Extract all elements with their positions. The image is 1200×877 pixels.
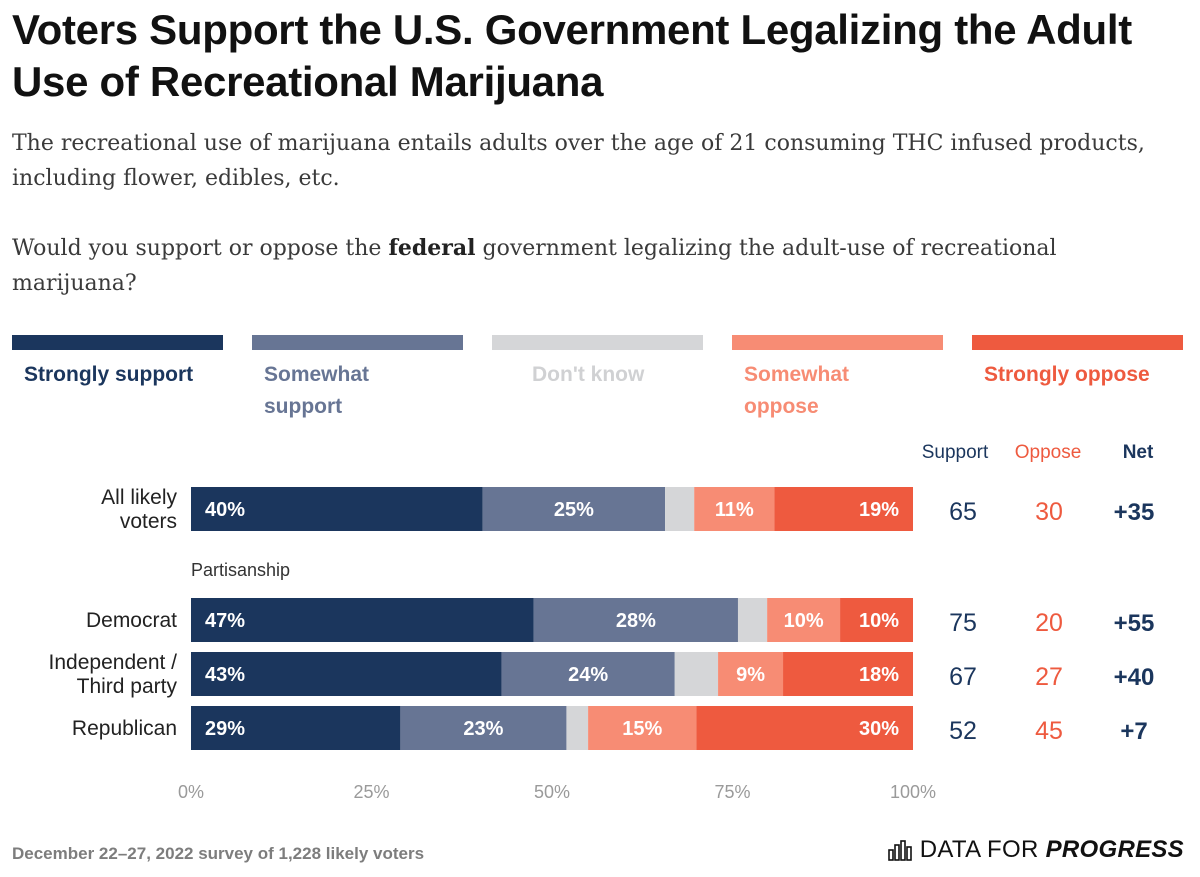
data-label: 40% [205,499,245,521]
brand-prefix: DATA FOR [919,836,1046,863]
x-tick-label: 50% [534,782,570,802]
data-label: 15% [622,718,662,740]
bar-segment [566,706,589,750]
question-text-bold: federal [388,235,476,261]
bar-segment [696,706,913,750]
net-value: +55 [1114,610,1155,637]
legend-label: Strongly oppose [984,363,1150,386]
support-value: 52 [949,717,977,745]
data-label: 29% [205,718,245,740]
legend-swatch [252,335,463,350]
chart-title: Voters Support the U.S. Government Legal… [12,6,1132,105]
data-label: 19% [859,499,899,521]
x-tick-label: 0% [178,782,204,802]
bar-segment [737,598,768,642]
legend-label: Somewhat oppose [744,363,850,418]
legend-swatch [12,335,223,350]
bar-segment [501,652,675,696]
net-value: +7 [1120,718,1147,745]
data-label: 28% [616,610,656,632]
data-label: 43% [205,664,245,686]
category-label: All likely [101,486,177,509]
chart-subtitle: The recreational use of marijuana entail… [12,131,1145,191]
legend-item-somewhat-support: Somewhat support [252,335,463,423]
bar-segment [694,487,775,531]
oppose-value: 45 [1035,717,1063,745]
legend-item-strongly-support: Strongly support [12,335,223,391]
bar-segment [588,706,697,750]
bar-segment [783,652,913,696]
oppose-column-header: Oppose [1014,442,1082,463]
bar-segment [533,598,738,642]
legend-item-dont-know: Don't know [492,335,703,391]
brand-bold: PROGRESS [1045,836,1184,863]
x-tick-label: 100% [890,782,936,802]
support-value: 75 [949,609,977,637]
question-text-before: Would you support or oppose the [12,236,389,261]
bar-segment [674,652,719,696]
data-label: 10% [859,610,899,632]
legend-swatch [972,335,1183,350]
bar-segment [482,487,666,531]
legend-label: Somewhat support [264,363,370,418]
legend-label: Strongly support [24,363,194,386]
brand-name: DATA FOR PROGRESS [920,836,1184,864]
data-label: 11% [715,499,754,521]
net-value: +40 [1114,664,1155,691]
category-label: voters [120,510,177,533]
data-label: 9% [736,664,765,686]
data-label: 24% [568,664,608,686]
legend-swatch [732,335,943,350]
brand-logo: DATA FOR PROGRESS [887,836,1184,864]
bar-segment [191,487,483,531]
category-label: Republican [72,717,177,740]
bar-segment [767,598,841,642]
data-label: 18% [859,664,899,686]
data-label: 30% [859,718,899,740]
legend-swatch [492,335,703,350]
data-label: 23% [463,718,503,740]
net-column-header: Net [1122,442,1154,463]
legend-item-strongly-oppose: Strongly oppose [972,335,1183,391]
oppose-value: 20 [1035,609,1063,637]
bar-segment [840,598,913,642]
x-tick-label: 75% [714,782,750,802]
question-text-after: government legalizing the adult-use of r… [12,236,1057,296]
data-label: 25% [554,499,594,521]
bar-segment [665,487,695,531]
legend-label: Don't know [532,363,645,386]
group-label: Partisanship [191,560,290,580]
legend-item-somewhat-oppose: Somewhat oppose [732,335,943,423]
bar-chart-icon [887,840,912,861]
net-value: +35 [1114,499,1155,526]
category-label: Third party [77,675,178,698]
category-label: Independent / [49,651,178,674]
bar-segment [191,652,502,696]
data-label: 47% [205,610,245,632]
support-value: 67 [949,663,977,691]
category-label: Democrat [86,609,177,632]
bar-segment [191,706,401,750]
bar-segment [191,598,534,642]
bar-segment [718,652,784,696]
bar-segment [774,487,913,531]
oppose-value: 27 [1035,663,1063,691]
support-value: 65 [949,498,977,526]
data-label: 10% [784,610,824,632]
survey-question: Would you support or oppose the federal … [12,231,1182,301]
support-column-header: Support [921,442,989,463]
x-tick-label: 25% [353,782,389,802]
bar-segment [400,706,567,750]
footer-note: December 22–27, 2022 survey of 1,228 lik… [12,844,425,863]
oppose-value: 30 [1035,498,1063,526]
